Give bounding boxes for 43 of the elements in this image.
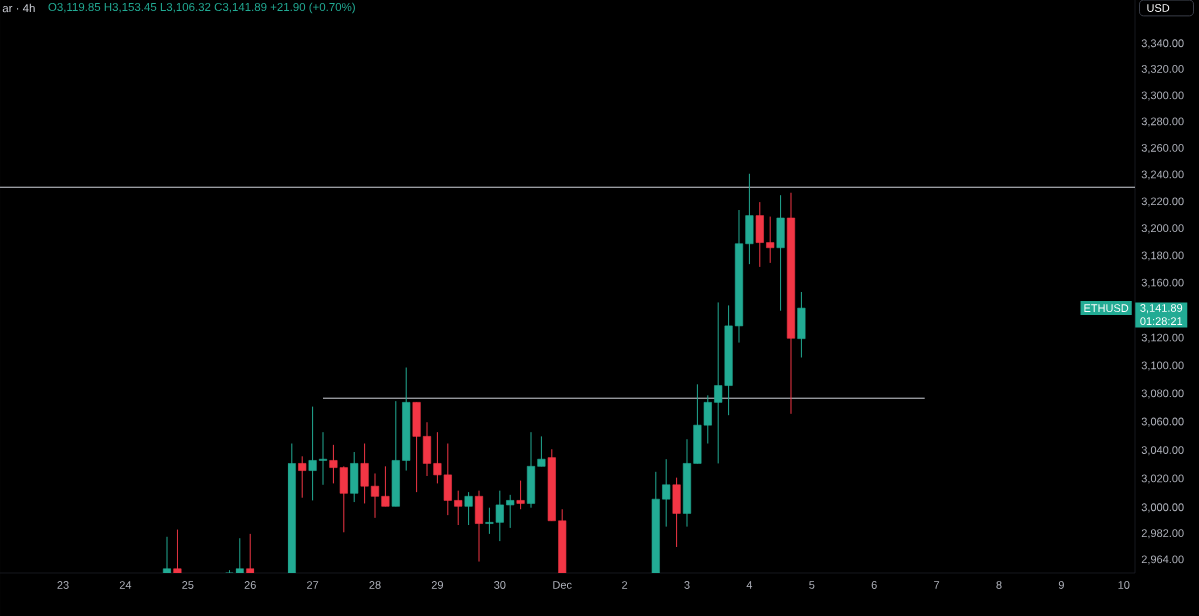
y-tick-label: 3,280.00 — [1141, 117, 1184, 127]
y-tick-label: 3,320.00 — [1141, 65, 1184, 75]
x-tick-label: 25 — [182, 581, 194, 589]
y-tick-label: 3,240.00 — [1141, 170, 1184, 180]
text: 01:28:21 — [1140, 317, 1183, 326]
x-tick-label: 2 — [622, 581, 628, 589]
y-axis-title: USD — [1147, 4, 1170, 12]
y-tick-label: 3,340.00 — [1141, 39, 1184, 49]
x-tick-label: Dec — [553, 581, 572, 589]
x-tick-label: 10 — [1118, 581, 1130, 589]
y-tick-label: 3,000.00 — [1141, 503, 1184, 513]
y-tick-label: 2,982.00 — [1141, 529, 1184, 539]
x-tick-label: 6 — [871, 581, 877, 589]
x-tick-label: 3 — [684, 581, 690, 589]
y-tick-label: 3,020.00 — [1141, 474, 1184, 484]
chart-title: ar · 4h — [2, 3, 35, 13]
text: 3,141.89 — [1140, 304, 1183, 314]
x-tick-label: 23 — [57, 581, 69, 589]
chart-subtitle: O3,119.85 H3,153.45 L3,106.32 C3,141.89 +21.90 (+0.70%) — [48, 2, 355, 14]
y-tick-label: 3,180.00 — [1141, 251, 1184, 261]
x-tick-label: 7 — [934, 581, 940, 589]
y-tick-label: 2,964.00 — [1141, 555, 1184, 565]
x-tick-label: 30 — [494, 581, 506, 589]
x-tick-label: 26 — [244, 581, 256, 589]
x-tick-label: 28 — [369, 581, 381, 589]
y-tick-label: 3,220.00 — [1141, 197, 1184, 207]
x-tick-label: 24 — [119, 581, 132, 589]
y-tick-label: 3,040.00 — [1141, 446, 1184, 456]
x-tick-label: 5 — [809, 581, 815, 589]
y-tick-label: 3,080.00 — [1141, 389, 1184, 399]
y-tick-label: 3,120.00 — [1141, 333, 1184, 343]
annotation: ETHUSD — [1084, 304, 1129, 313]
x-tick-label: 9 — [1058, 581, 1064, 589]
x-tick-label: 8 — [996, 581, 1002, 589]
y-tick-label: 3,260.00 — [1141, 143, 1184, 154]
y-tick-label: 3,100.00 — [1141, 361, 1184, 371]
x-tick-label: 4 — [746, 581, 753, 589]
x-tick-label: 29 — [431, 581, 444, 589]
x-tick-label: 27 — [307, 581, 319, 589]
y-tick-label: 3,300.00 — [1141, 91, 1184, 101]
y-tick-label: 3,160.00 — [1141, 278, 1184, 288]
y-tick-label: 3,060.00 — [1141, 417, 1184, 427]
y-tick-label: 3,200.00 — [1141, 224, 1184, 234]
